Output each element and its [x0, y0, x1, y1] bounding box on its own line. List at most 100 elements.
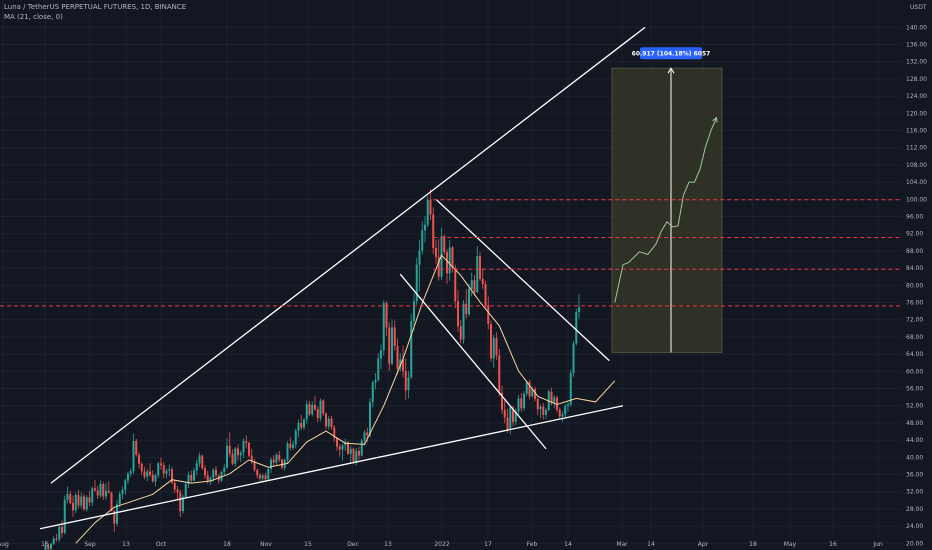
projected-path-arrowhead [712, 116, 718, 123]
candle [52, 536, 55, 546]
candle-body [264, 475, 267, 480]
candle-body [105, 490, 107, 497]
candle [437, 238, 440, 281]
candle-body [74, 495, 77, 511]
candle [66, 486, 69, 504]
candle-body [492, 338, 495, 359]
candle-body [184, 484, 187, 497]
candle-body [176, 489, 179, 493]
y-tick-label: 124.00 [906, 93, 927, 100]
candle [179, 489, 182, 518]
candle [74, 492, 77, 514]
x-tick-label: 18 [223, 541, 231, 548]
candle-body [572, 343, 575, 374]
y-tick-label: 32.00 [906, 489, 923, 496]
y-tick-label: 48.00 [906, 420, 923, 427]
candle [528, 379, 531, 400]
candle [105, 483, 107, 500]
candle-body [528, 382, 531, 397]
candle-body [371, 382, 374, 403]
candle-body [545, 410, 547, 415]
trendline[interactable] [50, 26, 646, 484]
candle [369, 398, 371, 438]
candle [330, 416, 333, 430]
candle-body [88, 497, 91, 503]
candle [146, 468, 149, 481]
candle-body [308, 404, 311, 415]
candle-body [490, 324, 492, 359]
candle [429, 189, 432, 220]
candle [275, 453, 278, 465]
candle [358, 446, 360, 460]
candle [297, 419, 300, 438]
trendline[interactable] [39, 405, 624, 530]
measure-tag[interactable] [640, 47, 702, 60]
projected-path[interactable] [614, 117, 717, 303]
candle [303, 418, 305, 430]
candle [173, 480, 176, 494]
candle [135, 438, 138, 457]
candle [77, 490, 80, 509]
candle-body [536, 398, 539, 410]
candle-body [168, 469, 171, 471]
candle [151, 470, 154, 483]
candle [542, 403, 545, 420]
candle-body [443, 236, 446, 253]
candle-body [47, 545, 50, 549]
candle-body [542, 406, 545, 415]
candle-body [239, 452, 242, 456]
candle [360, 438, 363, 457]
candle-body [278, 454, 281, 460]
candle-body [228, 445, 231, 454]
candle [380, 344, 382, 370]
trendline[interactable] [435, 198, 610, 362]
candle [47, 543, 50, 550]
candle-body [160, 463, 162, 466]
candle-body [327, 418, 330, 427]
candle [286, 441, 289, 464]
candle [88, 490, 91, 506]
y-tick-label: 28.00 [906, 506, 923, 513]
candle [553, 394, 556, 409]
candle-body [470, 280, 473, 289]
candle [116, 500, 118, 527]
candle [465, 288, 468, 319]
y-tick-label: 80.00 [906, 282, 923, 289]
ma-line[interactable] [75, 254, 616, 544]
candle [558, 407, 561, 420]
candle [569, 369, 572, 407]
candle [223, 464, 226, 475]
candle [171, 467, 173, 484]
candle-body [179, 492, 182, 512]
y-tick-label: 60.00 [906, 368, 923, 375]
projection-box[interactable] [611, 67, 723, 353]
x-axis[interactable]: Aug 16 Sep 13 Oct 18 Nov 15 Dec 13 2022 17 Feb 14 Mar 1… [0, 541, 883, 548]
candle-body [410, 321, 413, 378]
y-tick-label: 128.00 [906, 76, 927, 83]
y-tick-label: 56.00 [906, 386, 923, 393]
trendline-layer[interactable] [39, 26, 646, 530]
y-tick-label: 104.00 [906, 179, 927, 186]
candle-body [253, 461, 256, 470]
candle [410, 314, 413, 380]
x-tick-label: 18 [749, 541, 757, 548]
candle [132, 433, 135, 475]
y-tick-label: 64.00 [906, 351, 923, 358]
candle [385, 301, 388, 336]
candle-body [369, 402, 371, 436]
candle-body [190, 474, 193, 481]
candle-body [127, 473, 129, 481]
y-tick-label: 20.00 [906, 540, 923, 547]
candle-body [462, 303, 465, 340]
candle-body [454, 268, 457, 302]
candle [578, 293, 580, 319]
y-axis[interactable]: 20.00 24.00 28.00 32.00 36.00 40.00 44.00 48.00… [902, 0, 932, 550]
trendline[interactable] [399, 273, 547, 450]
candle [176, 486, 179, 500]
y-tick-label: 84.00 [906, 265, 923, 272]
candle [424, 216, 426, 243]
candle [198, 452, 201, 467]
y-tick-label: 44.00 [906, 437, 923, 444]
indicator-legend[interactable]: MA (21, close, 0) [4, 13, 63, 21]
